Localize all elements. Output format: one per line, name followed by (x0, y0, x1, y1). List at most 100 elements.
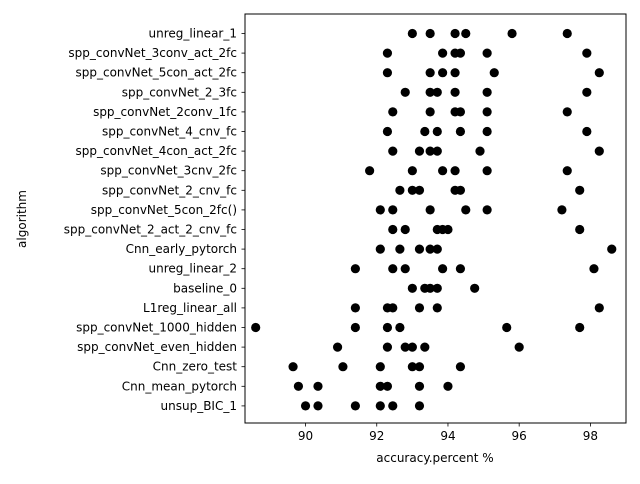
y-tick-label: Cnn_early_pytorch (126, 242, 237, 256)
data-point (489, 68, 499, 78)
data-point (450, 166, 460, 176)
data-point (300, 401, 311, 411)
data-point (420, 126, 430, 137)
data-point (455, 48, 466, 58)
data-point (313, 401, 323, 411)
y-tick-label: spp_convNet_1000_hidden (76, 321, 237, 335)
data-point (293, 381, 304, 391)
data-point (432, 126, 442, 137)
data-point (455, 126, 466, 137)
data-point (432, 244, 442, 254)
data-point (414, 185, 425, 195)
data-point (350, 401, 360, 411)
data-point (407, 342, 417, 352)
data-point (382, 322, 393, 333)
data-point (438, 68, 448, 78)
data-point (594, 146, 604, 156)
data-point (414, 381, 425, 391)
data-point (382, 381, 393, 391)
data-point (420, 342, 430, 352)
y-tick-label: Cnn_zero_test (153, 360, 238, 374)
data-point (432, 283, 442, 293)
y-tick-label: spp_convNet_3conv_act_2fc (68, 46, 237, 60)
data-point (455, 362, 466, 372)
data-point (407, 362, 417, 372)
data-point (425, 283, 435, 293)
data-point (400, 264, 410, 274)
data-point (375, 381, 385, 391)
data-point (382, 68, 393, 78)
data-point (502, 322, 512, 333)
data-point (375, 244, 385, 254)
data-point (400, 87, 410, 97)
data-point (338, 362, 348, 372)
data-point (582, 126, 592, 137)
y-tick-label: unreg_linear_2 (149, 262, 237, 276)
data-point (482, 205, 492, 215)
data-point (332, 342, 343, 352)
data-point (388, 107, 398, 117)
data-point (395, 322, 405, 333)
data-point (589, 264, 599, 274)
x-tick-label: 94 (440, 429, 455, 443)
y-tick-label: spp_convNet_4_cnv_fc (102, 125, 237, 139)
data-point (407, 28, 417, 39)
data-point (432, 303, 442, 313)
y-tick-label: L1reg_linear_all (143, 301, 237, 315)
data-point (432, 87, 442, 97)
data-point (482, 87, 492, 97)
data-point (594, 68, 604, 78)
plot-frame (244, 13, 627, 424)
data-point (475, 146, 485, 156)
data-point (382, 342, 393, 352)
data-point (482, 107, 492, 117)
data-point (514, 342, 524, 352)
data-point (470, 283, 480, 293)
data-point (425, 146, 435, 156)
data-point (450, 87, 460, 97)
y-tick-label: spp_convNet_5con_2fc() (91, 203, 237, 217)
data-point (313, 381, 323, 391)
data-point (365, 166, 375, 176)
data-point (425, 205, 435, 215)
data-point (388, 401, 398, 411)
y-tick-label: baseline_0 (173, 281, 237, 295)
data-point (562, 166, 572, 176)
data-point (407, 166, 417, 176)
data-point (438, 166, 448, 176)
data-point (350, 303, 360, 313)
data-point (414, 303, 425, 313)
data-point (388, 205, 398, 215)
data-point (443, 224, 453, 235)
data-point (461, 28, 471, 39)
x-tick-label: 92 (369, 429, 384, 443)
data-point (443, 381, 453, 391)
y-tick-label: spp_convNet_2_act_2_cnv_fc (64, 223, 237, 237)
data-point (388, 224, 398, 235)
data-point (455, 107, 466, 117)
data-point (400, 342, 410, 352)
data-point (438, 48, 448, 58)
data-point (414, 401, 425, 411)
data-point (251, 322, 261, 333)
data-point (575, 322, 585, 333)
data-point (375, 205, 385, 215)
y-tick-label: spp_convNet_4con_act_2fc (76, 144, 238, 158)
data-point (425, 68, 435, 78)
x-tick-label: 96 (512, 429, 527, 443)
data-point (432, 146, 442, 156)
data-point (375, 401, 385, 411)
data-point (455, 185, 466, 195)
x-tick-label: 90 (298, 429, 313, 443)
data-point (450, 28, 460, 39)
data-point (582, 48, 592, 58)
data-point (288, 362, 298, 372)
data-point (350, 264, 360, 274)
y-tick-label: spp_convNet_2conv_1fc (93, 105, 237, 119)
data-point (557, 205, 567, 215)
y-axis-label: algorithm (15, 190, 29, 248)
data-point (461, 205, 471, 215)
data-point (425, 107, 435, 117)
y-tick-label: spp_convNet_5con_act_2fc (76, 66, 238, 80)
